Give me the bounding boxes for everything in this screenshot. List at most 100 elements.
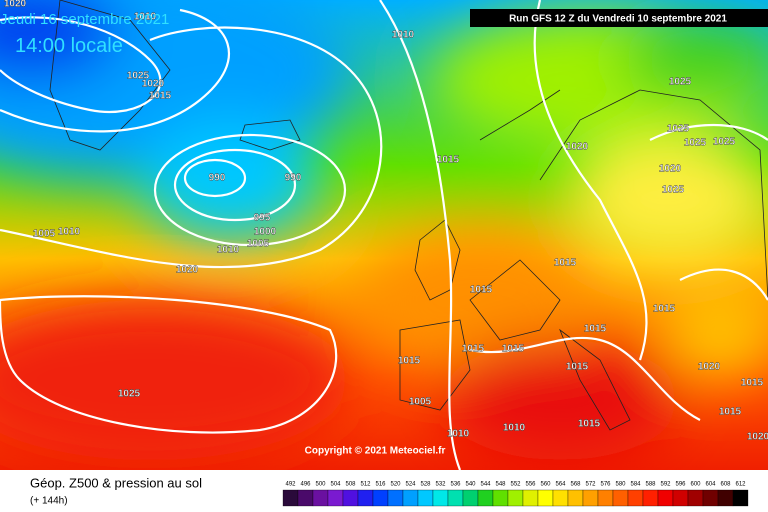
scale-swatch bbox=[327, 489, 344, 507]
scale-swatch bbox=[357, 489, 374, 507]
scale-label: 568 bbox=[570, 482, 581, 488]
scale-swatch bbox=[642, 489, 659, 507]
scale-swatch bbox=[567, 489, 584, 507]
isobar-label: 1005 bbox=[247, 239, 270, 250]
scale-label: 600 bbox=[690, 482, 701, 488]
isobar-label: 1010 bbox=[392, 30, 415, 41]
run-box bbox=[470, 9, 768, 27]
isobar-label: 1010 bbox=[134, 12, 157, 23]
isobar-label: 1015 bbox=[462, 344, 485, 355]
isobar-label: 1025 bbox=[713, 137, 736, 148]
scale-swatch bbox=[537, 489, 554, 507]
isobar-label: 1015 bbox=[566, 362, 589, 373]
scale-label: 580 bbox=[615, 482, 626, 488]
scale-label: 496 bbox=[300, 482, 311, 488]
scale-swatch bbox=[432, 489, 449, 507]
scale-label: 584 bbox=[630, 482, 641, 488]
isobars bbox=[0, 0, 768, 470]
isobar-label: 1010 bbox=[58, 227, 81, 238]
isobar-label: 1015 bbox=[719, 407, 742, 418]
scale-label: 512 bbox=[360, 482, 371, 488]
scale-swatch bbox=[522, 489, 539, 507]
isobar-label: 1000 bbox=[254, 227, 277, 238]
scale-swatch bbox=[342, 489, 359, 507]
isobar-label: 1010 bbox=[447, 429, 470, 440]
scale-swatch bbox=[687, 489, 704, 507]
scale-swatch bbox=[507, 489, 524, 507]
scale-swatch bbox=[312, 489, 329, 507]
scale-label: 520 bbox=[390, 482, 401, 488]
scale-swatch bbox=[462, 489, 479, 507]
isobar-label: 990 bbox=[209, 173, 226, 184]
legend-subtitle: (+ 144h) bbox=[30, 496, 68, 507]
copyright: Copyright © 2021 Meteociel.fr bbox=[305, 446, 446, 457]
scale-swatch bbox=[702, 489, 719, 507]
isobar-label: 1020 bbox=[747, 432, 768, 443]
isobar-label: 1020 bbox=[659, 164, 682, 175]
scale-label: 572 bbox=[585, 482, 596, 488]
isobar-label: 995 bbox=[254, 213, 271, 224]
scale-swatch bbox=[372, 489, 389, 507]
scale-swatch bbox=[627, 489, 644, 507]
isobar-label: 1025 bbox=[669, 77, 692, 88]
scale-swatch bbox=[402, 489, 419, 507]
isobar-label: 1020 bbox=[176, 265, 199, 276]
isobar-label: 1005 bbox=[409, 397, 432, 408]
scale-label: 608 bbox=[720, 482, 731, 488]
scale-label: 564 bbox=[555, 482, 566, 488]
scale-label: 592 bbox=[660, 482, 671, 488]
scale-label: 540 bbox=[465, 482, 476, 488]
scale-swatch bbox=[492, 489, 509, 507]
scale-swatch bbox=[582, 489, 599, 507]
scale-label: 548 bbox=[495, 482, 506, 488]
date: Jeudi 16 septembre 2021 bbox=[0, 11, 169, 28]
scale-swatch bbox=[552, 489, 569, 507]
isobar-label: 1015 bbox=[741, 378, 764, 389]
scale-swatch bbox=[387, 489, 404, 507]
isobar-label: 1015 bbox=[584, 324, 607, 335]
isobar-label: 1025 bbox=[662, 185, 685, 196]
scale-label: 576 bbox=[600, 482, 611, 488]
isobar-label: 1020 bbox=[4, 0, 27, 10]
time: 14:00 locale bbox=[15, 35, 123, 57]
legend-title: Géop. Z500 & pression au sol bbox=[30, 475, 202, 490]
isobar-label: 1015 bbox=[578, 419, 601, 430]
isobar-label: 1020 bbox=[142, 79, 165, 90]
isobar-label: 1015 bbox=[437, 155, 460, 166]
scale-label: 612 bbox=[735, 482, 746, 488]
isobar-label: 990 bbox=[285, 173, 302, 184]
field bbox=[0, 0, 768, 470]
scale-label: 532 bbox=[435, 482, 446, 488]
isobar-label: 1015 bbox=[470, 285, 493, 296]
scale-label: 516 bbox=[375, 482, 386, 488]
scale-label: 536 bbox=[450, 482, 461, 488]
isobar-label: 1010 bbox=[217, 245, 240, 256]
isobar-label: 1020 bbox=[566, 142, 589, 153]
isobar-label: 1025 bbox=[684, 138, 707, 149]
scale-label: 556 bbox=[525, 482, 536, 488]
scale-swatch bbox=[597, 489, 614, 507]
isobar-label: 1005 bbox=[33, 229, 56, 240]
scale-label: 560 bbox=[540, 482, 551, 488]
scale-label: 544 bbox=[480, 482, 491, 488]
scale-label: 504 bbox=[330, 482, 341, 488]
scale-swatch bbox=[612, 489, 629, 507]
scale-swatch bbox=[672, 489, 689, 507]
isobar-label: 1025 bbox=[127, 71, 150, 82]
isobar-label: 1015 bbox=[398, 356, 421, 367]
scale-label: 604 bbox=[705, 482, 716, 488]
isobar-label: 1020 bbox=[698, 362, 721, 373]
scale-swatch bbox=[732, 489, 749, 507]
scale-swatch bbox=[282, 489, 299, 507]
scale-label: 500 bbox=[315, 482, 326, 488]
scale-swatch bbox=[297, 489, 314, 507]
isobar-label: 1025 bbox=[667, 124, 690, 135]
scale-label: 508 bbox=[345, 482, 356, 488]
isobar-label: 1015 bbox=[554, 258, 577, 269]
scale-label: 588 bbox=[645, 482, 656, 488]
scale-swatch bbox=[657, 489, 674, 507]
run: Run GFS 12 Z du Vendredi 10 septembre 20… bbox=[509, 14, 727, 25]
isobar-label: 1015 bbox=[653, 304, 676, 315]
scale-label: 596 bbox=[675, 482, 686, 488]
scale-label: 524 bbox=[405, 482, 416, 488]
